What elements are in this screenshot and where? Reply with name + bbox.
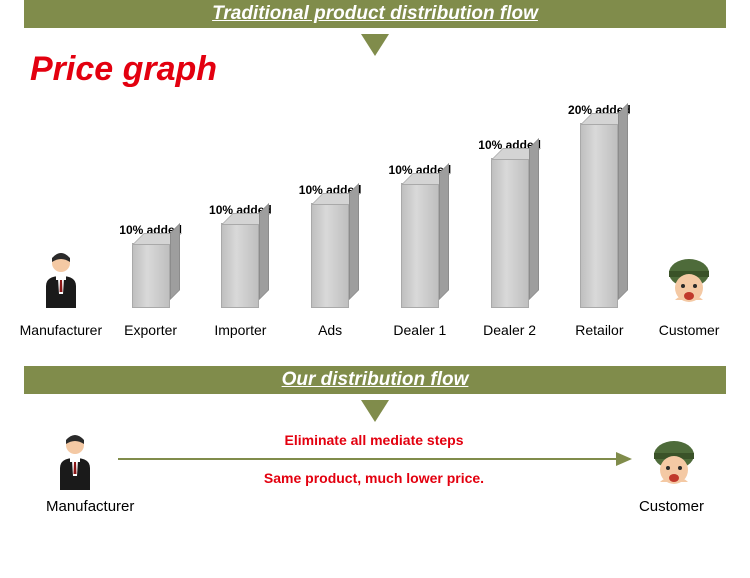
customer-label: Customer	[639, 498, 704, 515]
traditional-flow-section: Traditional product distribution flow Pr…	[0, 0, 750, 338]
chart-column: 10% added	[467, 138, 553, 308]
eliminate-text: Eliminate all mediate steps	[118, 432, 630, 448]
chart-column: 10% added	[108, 223, 194, 308]
role-label: Dealer 2	[467, 322, 553, 338]
section1-header: Traditional product distribution flow	[24, 0, 726, 28]
role-label: Retailor	[556, 322, 642, 338]
down-arrow-icon	[361, 34, 389, 56]
price-bar	[221, 223, 259, 308]
chart-column	[646, 246, 732, 308]
chart-column: 10% added	[197, 203, 283, 308]
role-labels-row: ManufacturerExporterImporterAdsDealer 1D…	[0, 322, 750, 338]
lower-price-text: Same product, much lower price.	[118, 470, 630, 486]
long-arrow-icon	[118, 458, 630, 460]
flow-center: Eliminate all mediate steps Same product…	[100, 432, 648, 486]
chart-column: 10% added	[377, 163, 463, 308]
price-bar	[132, 243, 170, 308]
direct-flow-row: Eliminate all mediate steps Same product…	[0, 422, 750, 490]
chart-column	[18, 246, 104, 308]
chart-column: 10% added	[287, 183, 373, 308]
customer-icon	[663, 246, 715, 308]
manufacturer-icon	[50, 428, 100, 490]
role-label: Importer	[197, 322, 283, 338]
price-bar-chart: 10% added 10% added 10% added 10% added …	[0, 78, 750, 308]
our-flow-section: Our distribution flow Eliminate all medi…	[0, 366, 750, 515]
role-label: Exporter	[108, 322, 194, 338]
price-bar	[401, 183, 439, 308]
section2-header: Our distribution flow	[24, 366, 726, 394]
role-label: Ads	[287, 322, 373, 338]
price-bar	[311, 203, 349, 308]
chart-column: 20% added	[556, 103, 642, 308]
role-label: Customer	[646, 322, 732, 338]
role-label: Dealer 1	[377, 322, 463, 338]
customer-icon	[648, 428, 700, 490]
price-bar	[580, 123, 618, 308]
manufacturer-label: Manufacturer	[46, 498, 134, 515]
manufacturer-icon	[36, 246, 86, 308]
down-arrow-icon	[361, 400, 389, 422]
price-bar	[491, 158, 529, 308]
price-graph-title: Price graph	[30, 50, 217, 89]
role-label: Manufacturer	[18, 322, 104, 338]
flow2-labels: Manufacturer Customer	[0, 490, 750, 515]
